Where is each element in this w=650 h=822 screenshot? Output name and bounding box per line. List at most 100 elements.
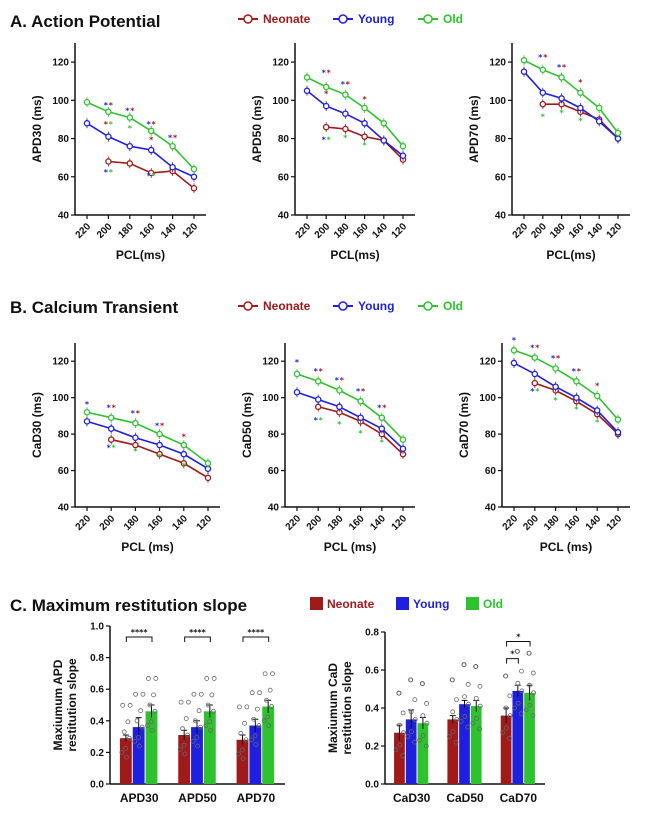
legend-c-old: Old [466, 597, 503, 611]
individual-point [208, 727, 213, 733]
data-point-young [147, 146, 155, 154]
individual-point [503, 705, 509, 711]
individual-point [134, 718, 140, 724]
individual-point [192, 718, 198, 724]
individual-point [515, 700, 521, 706]
individual-point [124, 754, 129, 760]
y-tick-label: 80 [58, 134, 70, 145]
x-tick-label: 200 [313, 221, 333, 241]
individual-point [446, 734, 452, 739]
individual-point [186, 699, 191, 705]
x-category-label: APD70 [236, 791, 275, 805]
individual-point [412, 717, 418, 722]
individual-point [210, 708, 216, 714]
significance-mark: * [109, 101, 114, 110]
y-tick-label: 100 [489, 96, 506, 107]
data-point-young [520, 68, 528, 75]
individual-point [400, 753, 406, 758]
individual-point [182, 751, 188, 757]
x-axis-title: PCL(ms) [116, 248, 165, 262]
y-tick-label: 100 [52, 393, 69, 404]
x-tick-label: 200 [521, 513, 541, 533]
individual-point [191, 691, 197, 697]
individual-point [401, 730, 406, 736]
bar-young [191, 727, 203, 784]
individual-point [203, 723, 209, 728]
series-line-young [86, 420, 209, 470]
y-tick-label: 120 [479, 357, 496, 368]
data-point-young [322, 102, 330, 110]
y-axis-title-line1: Maxiumum APD [51, 659, 65, 750]
individual-point [119, 750, 125, 755]
legend-b-neonate-label: Neonate [263, 299, 311, 313]
data-point-neonate [156, 450, 163, 458]
individual-point [465, 682, 471, 687]
data-point-young [573, 394, 580, 401]
data-point-old [399, 142, 407, 150]
individual-point [236, 751, 241, 757]
y-tick-label: 0.6 [365, 666, 379, 677]
bar-young [132, 727, 145, 784]
individual-point [138, 708, 144, 714]
data-point-young [107, 425, 115, 432]
x-tick-label: 140 [368, 513, 388, 533]
individual-point [146, 676, 151, 681]
data-point-old [303, 74, 311, 81]
individual-point [266, 723, 272, 728]
legend-c-young: Young [396, 597, 449, 611]
x-tick-label: 180 [332, 221, 352, 241]
significance-mark: * [133, 447, 138, 456]
individual-point [149, 727, 155, 733]
data-point-old [190, 165, 198, 173]
individual-point [136, 734, 141, 740]
individual-point [454, 717, 460, 722]
data-point-neonate [190, 184, 198, 192]
significance-mark: * [595, 382, 600, 391]
x-axis-title: PCL(ms) [546, 248, 595, 262]
x-tick-label: 180 [542, 513, 562, 533]
data-point-old [314, 378, 322, 385]
individual-point [153, 676, 159, 681]
individual-point [148, 719, 154, 724]
individual-point [151, 692, 156, 698]
y-tick-label: 100 [52, 96, 69, 107]
significance-mark: * [152, 120, 157, 129]
individual-point [127, 702, 133, 708]
y-tick-label: 40 [58, 503, 70, 514]
significance-mark: * [136, 409, 141, 418]
x-tick-label: 140 [370, 221, 390, 241]
individual-point [205, 702, 211, 708]
bar-old [524, 692, 535, 784]
individual-point [262, 671, 268, 677]
x-axis-title: PCL(ms) [330, 248, 379, 262]
x-category-label: APD50 [178, 791, 217, 805]
individual-point [244, 704, 250, 710]
significance-mark: * [512, 336, 517, 345]
series-line-young [306, 90, 404, 157]
individual-point [194, 734, 200, 740]
y-tick-label: 40 [278, 211, 290, 222]
data-point-old [342, 91, 349, 98]
y-axis-title: CaD50 (ms) [240, 392, 254, 458]
individual-point [261, 718, 267, 724]
individual-point [423, 743, 429, 749]
individual-point [249, 690, 255, 696]
significance-mark: * [324, 90, 329, 99]
x-tick-label: 120 [605, 221, 625, 241]
significance-mark: * [535, 387, 540, 396]
individual-point [530, 670, 536, 676]
bar-old [262, 706, 275, 784]
data-point-old [132, 419, 139, 427]
y-tick-label: 80 [278, 134, 290, 145]
y-tick-label: 0.0 [90, 780, 104, 791]
significance-mark: * [554, 396, 559, 405]
legend-c-neonate-label: Neonate [327, 597, 375, 611]
individual-point [133, 691, 138, 697]
bar-neonate [394, 732, 405, 784]
y-tick-label: 80 [485, 430, 497, 441]
individual-point [181, 742, 187, 748]
x-tick-label: 140 [584, 513, 604, 533]
significance-mark: * [130, 107, 135, 116]
significance-mark: * [359, 429, 364, 438]
